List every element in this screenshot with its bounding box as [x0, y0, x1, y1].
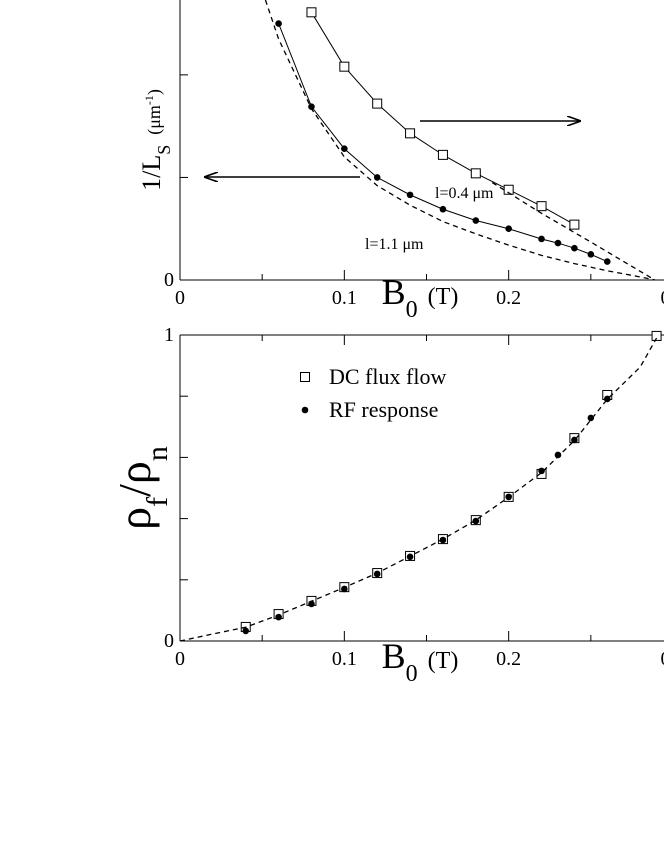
x-axis-label-part: 0 — [406, 297, 418, 323]
x-tick-label: 0.2 — [496, 648, 521, 670]
dot-marker — [538, 467, 545, 475]
fit-curve — [179, 337, 658, 642]
x-axis-label-part: 0 — [406, 661, 418, 687]
dot-marker — [341, 145, 348, 153]
x-axis-label: B0 (T) — [382, 272, 459, 323]
x-tick-label: 0.3 — [661, 648, 664, 670]
x-tick-label: 0.3 — [661, 287, 664, 309]
y-axis-label-part: f — [141, 497, 174, 507]
dot-marker — [571, 244, 578, 252]
y-axis-label: ρf/ρn — [109, 446, 174, 530]
series-line — [278, 23, 608, 262]
square-marker — [339, 61, 350, 72]
legend-label: DC flux flow — [329, 364, 446, 389]
y-axis-label-part: 1/L — [137, 155, 166, 191]
square-marker — [536, 201, 547, 212]
dot-marker — [554, 239, 562, 247]
square-marker — [437, 149, 448, 160]
square-marker — [470, 168, 481, 179]
y-axis-label-part: n — [141, 446, 174, 461]
dot-marker — [603, 258, 611, 265]
dot-marker — [587, 251, 595, 258]
x-axis-label: B0 (T) — [382, 636, 459, 687]
x-axis-label-part: B — [382, 636, 406, 676]
y-tick-label: 0 — [164, 269, 174, 291]
y-axis-label-part: ρ — [109, 507, 160, 530]
fit-curve — [491, 182, 656, 281]
x-tick-label: 0.1 — [332, 648, 357, 670]
square-marker — [405, 128, 416, 139]
dot-marker — [472, 217, 480, 224]
fit-curve — [264, 0, 656, 281]
x-axis-label-part: B — [382, 272, 406, 312]
x-tick-label: 0.1 — [332, 287, 357, 309]
x-axis-label-part: (T) — [428, 284, 459, 310]
square-marker — [569, 219, 580, 230]
y-tick-label: 1 — [164, 324, 174, 346]
curve-annotation: l=0.4 μm — [435, 185, 494, 202]
curve-annotation: l=1.1 μm — [365, 236, 424, 253]
x-tick-label: 0 — [175, 287, 185, 309]
dot-marker — [373, 570, 381, 578]
y-axis-label-part: -1 — [142, 95, 156, 105]
dot-marker — [505, 225, 512, 233]
dot-marker — [587, 414, 595, 422]
dot-marker — [308, 103, 315, 110]
legend-marker — [300, 372, 310, 382]
dot-marker — [406, 191, 414, 199]
y-tick-label: 0 — [164, 630, 174, 652]
dot-marker — [439, 536, 447, 544]
dot-marker — [472, 517, 480, 525]
x-tick-label: 0.2 — [496, 287, 521, 309]
square-marker — [306, 7, 317, 18]
x-axis-label-part: (T) — [428, 648, 459, 674]
y-axis-label: 1/LS (μm-1) — [137, 89, 174, 191]
y-axis-label-part: S — [154, 145, 174, 155]
legend-label: RF response — [329, 397, 438, 422]
dot-marker — [242, 627, 250, 635]
dot-marker — [554, 451, 562, 459]
y-axis-label-part: /ρ — [109, 461, 160, 497]
dot-marker — [373, 174, 381, 181]
x-tick-label: 0 — [175, 648, 185, 670]
legend-marker — [301, 406, 309, 414]
dot-marker — [439, 205, 447, 213]
y-axis-label-part: ) — [144, 89, 165, 95]
y-axis-label-part: (μm — [144, 105, 165, 135]
square-marker — [651, 330, 662, 341]
square-marker — [372, 98, 383, 109]
dot-marker — [538, 235, 545, 243]
dot-marker — [275, 20, 282, 27]
